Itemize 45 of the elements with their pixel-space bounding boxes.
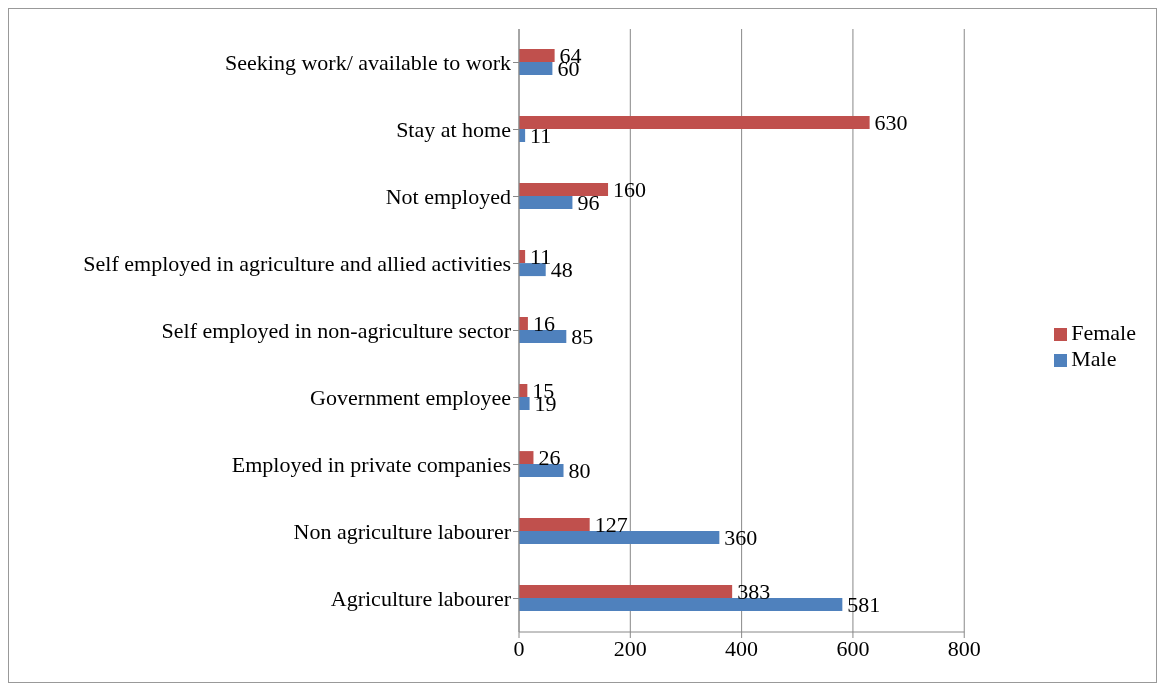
data-label: 96 <box>577 190 600 216</box>
y-tick-label: Seeking work/ available to work <box>225 50 511 76</box>
bar <box>519 330 567 344</box>
data-label: 630 <box>874 110 908 136</box>
y-tick-label: Stay at home <box>396 117 511 143</box>
data-label: 581 <box>847 592 881 618</box>
data-label: 16 <box>532 311 555 337</box>
data-label: 80 <box>568 458 591 484</box>
x-tick-label: 200 <box>613 635 647 661</box>
x-tick-label: 400 <box>725 635 759 661</box>
y-tick-label: Not employed <box>385 184 511 210</box>
x-tick-label: 600 <box>836 635 870 661</box>
data-label: 48 <box>550 257 573 283</box>
data-label: 383 <box>737 579 771 605</box>
data-label: 160 <box>613 177 647 203</box>
bar <box>519 116 870 130</box>
data-label: 26 <box>538 445 561 471</box>
bar <box>519 196 573 210</box>
bar <box>519 598 843 612</box>
y-tick-label: Self employed in non-agriculture sector <box>161 318 512 344</box>
bar <box>519 62 553 76</box>
data-label: 85 <box>571 324 594 350</box>
data-label: 360 <box>724 525 758 551</box>
y-tick-label: Self employed in agriculture and allied activities <box>83 251 511 277</box>
legend-label: Male <box>1071 345 1117 371</box>
bar <box>519 183 609 197</box>
bar <box>519 317 528 331</box>
bar <box>519 585 733 599</box>
bar <box>519 464 564 478</box>
bar <box>519 518 590 532</box>
data-label: 127 <box>594 512 628 538</box>
x-tick-label: 800 <box>947 635 981 661</box>
bar <box>519 531 720 545</box>
bar <box>519 397 530 411</box>
bar <box>519 451 534 465</box>
bar <box>519 49 555 63</box>
bar <box>519 263 546 277</box>
y-tick-label: Employed in private companies <box>231 452 511 478</box>
y-tick-label: Agriculture labourer <box>330 586 512 612</box>
data-label: 11 <box>530 244 552 270</box>
y-tick-label: Government employee <box>310 385 511 411</box>
legend-label: Female <box>1071 319 1136 345</box>
y-tick-label: Non agriculture labourer <box>293 519 512 545</box>
x-tick-label: 0 <box>513 635 525 661</box>
data-label: 11 <box>530 123 552 149</box>
